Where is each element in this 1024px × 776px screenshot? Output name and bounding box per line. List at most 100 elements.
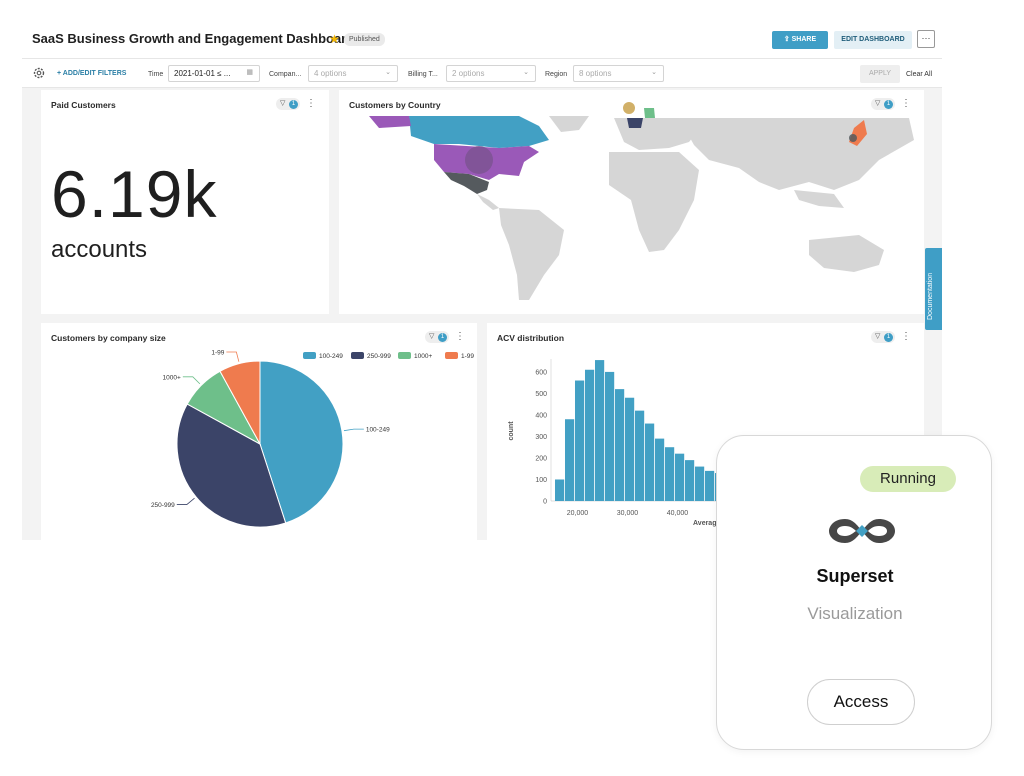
pie-label: 100-249 (366, 427, 390, 434)
share-button[interactable]: ⇪ SHARE (772, 31, 828, 49)
status-badge: Running (860, 466, 956, 492)
map-region-australia (809, 235, 884, 272)
more-options-button[interactable]: ··· (917, 30, 935, 48)
histogram-bar (675, 453, 685, 501)
histogram-bar (655, 438, 665, 501)
customers-by-country-card: Customers by Country ▽ 1 ⋮ (339, 90, 924, 314)
world-map[interactable] (339, 90, 924, 314)
map-region-central-america (477, 194, 499, 210)
pie-label-line (176, 497, 195, 505)
chevron-down-icon: ⌄ (385, 69, 391, 76)
pie-label: 250-999 (151, 502, 175, 509)
histogram-bar (645, 423, 655, 501)
kebab-menu-icon[interactable]: ⋮ (901, 98, 911, 109)
filter-indicator[interactable]: ▽ 1 (425, 331, 449, 343)
card-controls: ▽ 1 ⋮ (871, 331, 911, 343)
map-region-greenland (549, 116, 589, 132)
chevron-down-icon: ⌄ (523, 69, 529, 76)
card-controls: ▽ 1 ⋮ (276, 98, 316, 110)
filter-billing-select[interactable]: 2 options ⌄ (446, 65, 536, 82)
histogram-bar (595, 360, 605, 501)
map-bubble-japan (849, 134, 857, 142)
filter-indicator[interactable]: ▽ 1 (871, 331, 895, 343)
filter-indicator[interactable]: ▽ 1 (276, 98, 300, 110)
apply-button[interactable]: APPLY (860, 65, 900, 83)
legend-swatch (303, 352, 316, 359)
filter-region-select[interactable]: 8 options ⌄ (573, 65, 664, 82)
filter-company-select[interactable]: 4 options ⌄ (308, 65, 398, 82)
filter-billing-value: 2 options (452, 69, 485, 78)
histogram-bar (705, 470, 715, 501)
map-country-alaska (369, 116, 411, 128)
filter-label-region: Region (545, 71, 568, 78)
histogram-bar (685, 460, 695, 501)
map-country-canada (409, 116, 549, 148)
published-badge: Published (344, 33, 385, 46)
map-region-africa (609, 152, 699, 252)
map-region-south-america (499, 208, 564, 300)
filter-time-value: 2021-01-01 ≤ ... (174, 69, 231, 78)
map-country-mexico (444, 172, 489, 194)
clear-all-button[interactable]: Clear All (906, 71, 933, 78)
gear-icon[interactable] (32, 66, 46, 80)
documentation-tab[interactable]: Documentation (925, 248, 942, 330)
kebab-menu-icon[interactable]: ⋮ (455, 331, 465, 342)
histogram-bar (625, 397, 635, 501)
legend-label: 250-999 (367, 353, 391, 360)
filter-label-billing: Billing T... (408, 71, 438, 78)
histogram-bar (695, 466, 705, 501)
pie-slice-250-999[interactable] (176, 403, 287, 528)
pie-slice-100-249[interactable] (259, 360, 344, 524)
pie-chart[interactable]: 100-249 250-999 1000+ 1-99 100-249 250-999 100… (41, 323, 477, 540)
filter-count: 1 (289, 100, 298, 109)
paid-customers-card: Paid Customers ▽ 1 ⋮ 6.19k accounts (41, 90, 329, 314)
histogram-bar (565, 419, 575, 501)
edit-dashboard-button[interactable]: EDIT DASHBOARD (834, 31, 912, 49)
filter-label-time: Time (148, 71, 164, 78)
filter-bar: + ADD/EDIT FILTERS Time 2021-01-01 ≤ ...… (22, 58, 942, 88)
customers-by-company-size-card: Customers by company size ▽ 1 ⋮ 100-249 250… (41, 323, 477, 540)
map-country-germany (644, 108, 655, 118)
y-tick-label: 200 (535, 455, 547, 462)
histogram-bar (605, 371, 615, 501)
filter-time-input[interactable]: 2021-01-01 ≤ ... ▦ (168, 65, 260, 82)
pie-label: 1-99 (211, 349, 224, 356)
map-bubble-uk (623, 102, 635, 114)
pie-label: 1000+ (163, 374, 181, 381)
filter-icon: ▽ (875, 333, 881, 340)
legend-swatch (445, 352, 458, 359)
x-tick-label: 40,000 (667, 510, 689, 517)
kebab-menu-icon[interactable]: ⋮ (306, 98, 316, 109)
histogram-bar (665, 447, 675, 501)
filter-icon: ▽ (875, 100, 881, 107)
filter-region-value: 8 options (579, 69, 612, 78)
filter-company-value: 4 options (314, 69, 347, 78)
legend-swatch (398, 352, 411, 359)
histogram-bar (615, 389, 625, 501)
favorite-star-icon[interactable]: ★ (329, 32, 340, 46)
dashboard: SaaS Business Growth and Engagement Dash… (22, 20, 942, 540)
add-edit-filters-button[interactable]: + ADD/EDIT FILTERS (57, 70, 127, 77)
filter-indicator[interactable]: ▽ 1 (871, 98, 895, 110)
access-button[interactable]: Access (807, 679, 915, 725)
card-controls: ▽ 1 ⋮ (871, 98, 911, 110)
superset-logo-icon (829, 519, 895, 543)
pie-label-line (182, 376, 201, 385)
map-bubble-usa (465, 146, 493, 174)
pie-slice-1-99[interactable] (219, 360, 261, 445)
kebab-menu-icon[interactable]: ⋮ (901, 331, 911, 342)
y-tick-label: 500 (535, 391, 547, 398)
x-tick-label: 20,000 (567, 510, 589, 517)
app-name: Superset (816, 566, 894, 586)
app-status-card: Running Superset Visualization Access (716, 435, 992, 750)
histogram-bar (585, 369, 595, 501)
legend-swatch (351, 352, 364, 359)
filter-count: 1 (884, 333, 893, 342)
filter-label-company: Compan... (269, 71, 302, 78)
filter-count: 1 (884, 100, 893, 109)
big-number-value: 6.19k (51, 157, 218, 231)
documentation-label: Documentation (927, 272, 934, 320)
map-region-southeast-asia (794, 190, 844, 208)
dashboard-header: SaaS Business Growth and Engagement Dash… (22, 20, 942, 58)
